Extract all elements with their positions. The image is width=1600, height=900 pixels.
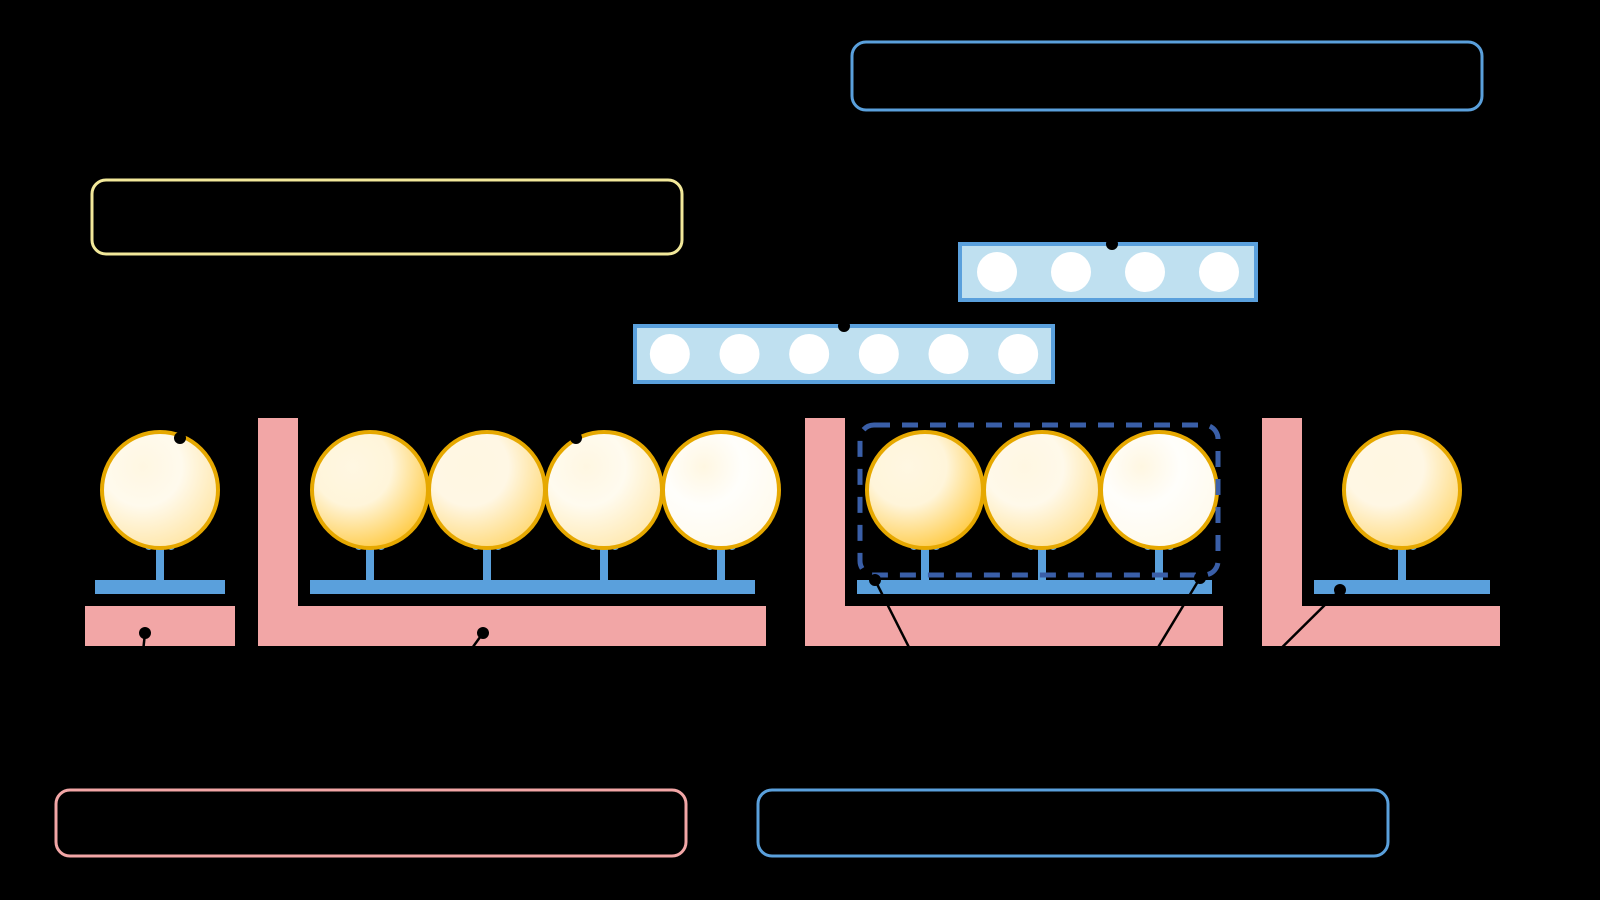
palette-dot bbox=[977, 252, 1017, 292]
palette-dot bbox=[720, 334, 760, 374]
callout-box-top-right bbox=[852, 42, 1482, 110]
palettes-layer bbox=[635, 244, 1256, 382]
palette-dot bbox=[789, 334, 829, 374]
leader-dot-ld-dash bbox=[1194, 572, 1206, 584]
leader-dot-ld-box-tl-b bbox=[570, 432, 582, 444]
pink-layer bbox=[85, 418, 1500, 646]
spheres-layer bbox=[102, 432, 1460, 548]
sphere-7 bbox=[1101, 432, 1217, 548]
leader-dot-ld-box-br-a bbox=[869, 574, 881, 586]
palette-dot bbox=[650, 334, 690, 374]
leader-dot-ld-box-tr bbox=[1106, 238, 1118, 250]
leader-dot-ld-small-bl bbox=[139, 627, 151, 639]
leader-dot-ld-box-br-b bbox=[1334, 584, 1346, 596]
leader-ld-box-tl-b bbox=[497, 257, 576, 438]
sphere-6 bbox=[984, 432, 1100, 548]
callout-box-bottom-left bbox=[56, 790, 686, 856]
palette-pal1 bbox=[635, 326, 1053, 382]
sphere-4 bbox=[663, 432, 779, 548]
leader-ld-box-bl bbox=[371, 633, 483, 788]
palette-dot bbox=[1051, 252, 1091, 292]
blue-bar-bar1 bbox=[310, 580, 755, 594]
sphere-0 bbox=[102, 432, 218, 548]
leader-ld-box-tl-a bbox=[180, 257, 203, 438]
diagram-canvas bbox=[0, 0, 1600, 900]
sphere-8 bbox=[1344, 432, 1460, 548]
leader-dot-ld-box-bl bbox=[477, 627, 489, 639]
pink-l-L0 bbox=[85, 606, 235, 646]
callout-box-top-left bbox=[92, 180, 682, 254]
palette-dot bbox=[1125, 252, 1165, 292]
palette-dot bbox=[1199, 252, 1239, 292]
leader-ld-box-tr bbox=[1112, 112, 1117, 244]
sphere-1 bbox=[312, 432, 428, 548]
sphere-3 bbox=[546, 432, 662, 548]
palette-dot bbox=[859, 334, 899, 374]
palette-dot bbox=[998, 334, 1038, 374]
sphere-5 bbox=[867, 432, 983, 548]
leader-dot-ld-pal1 bbox=[838, 320, 850, 332]
leader-dot-ld-box-tl-a bbox=[174, 432, 186, 444]
callout-box-bottom-right bbox=[758, 790, 1388, 856]
palette-dot bbox=[929, 334, 969, 374]
sphere-2 bbox=[429, 432, 545, 548]
